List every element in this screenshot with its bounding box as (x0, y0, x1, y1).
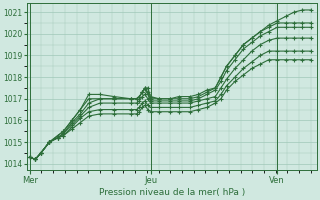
X-axis label: Pression niveau de la mer( hPa ): Pression niveau de la mer( hPa ) (99, 188, 245, 197)
